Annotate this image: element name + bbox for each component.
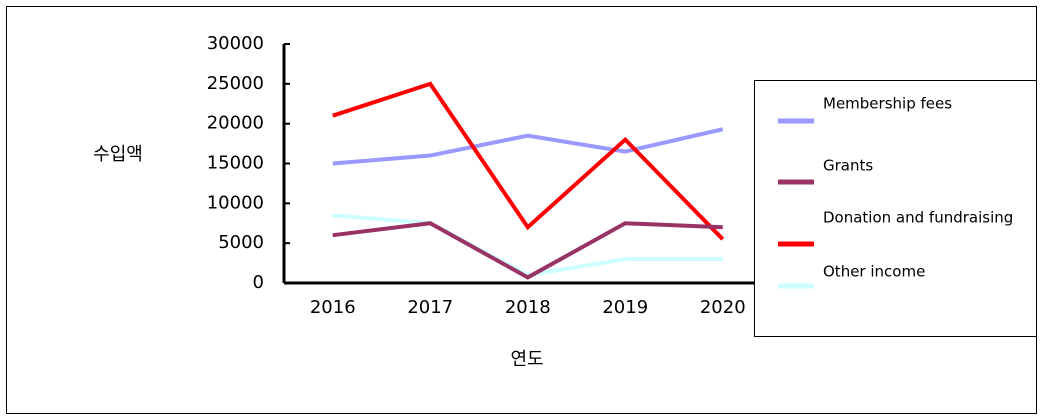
y-tick-label: 25000 — [207, 73, 264, 94]
x-tick-label: 2016 — [310, 297, 356, 318]
legend-label: Donation and fundraising — [823, 209, 1013, 227]
y-axis-title: 수입액 — [93, 144, 143, 165]
y-tick-label: 15000 — [207, 153, 264, 174]
legend-label: Grants — [823, 157, 873, 175]
y-tick-label: 10000 — [207, 192, 264, 213]
y-tick-label: 30000 — [207, 33, 264, 54]
x-axis-title: 연도 — [510, 349, 543, 370]
legend-label: Membership fees — [823, 95, 952, 113]
x-tick-label: 2017 — [407, 297, 453, 318]
x-tick-label: 2020 — [700, 297, 746, 318]
y-tick-label: 0 — [253, 272, 264, 293]
legend-label: Other income — [823, 263, 925, 281]
series-line — [332, 221, 723, 280]
series-line — [332, 127, 724, 166]
series-line — [332, 213, 723, 278]
x-tick-label: 2019 — [602, 297, 648, 318]
y-tick-label: 5000 — [218, 232, 264, 253]
y-tick-label: 20000 — [207, 113, 264, 134]
series-line — [332, 81, 725, 241]
x-tick-label: 2018 — [505, 297, 551, 318]
